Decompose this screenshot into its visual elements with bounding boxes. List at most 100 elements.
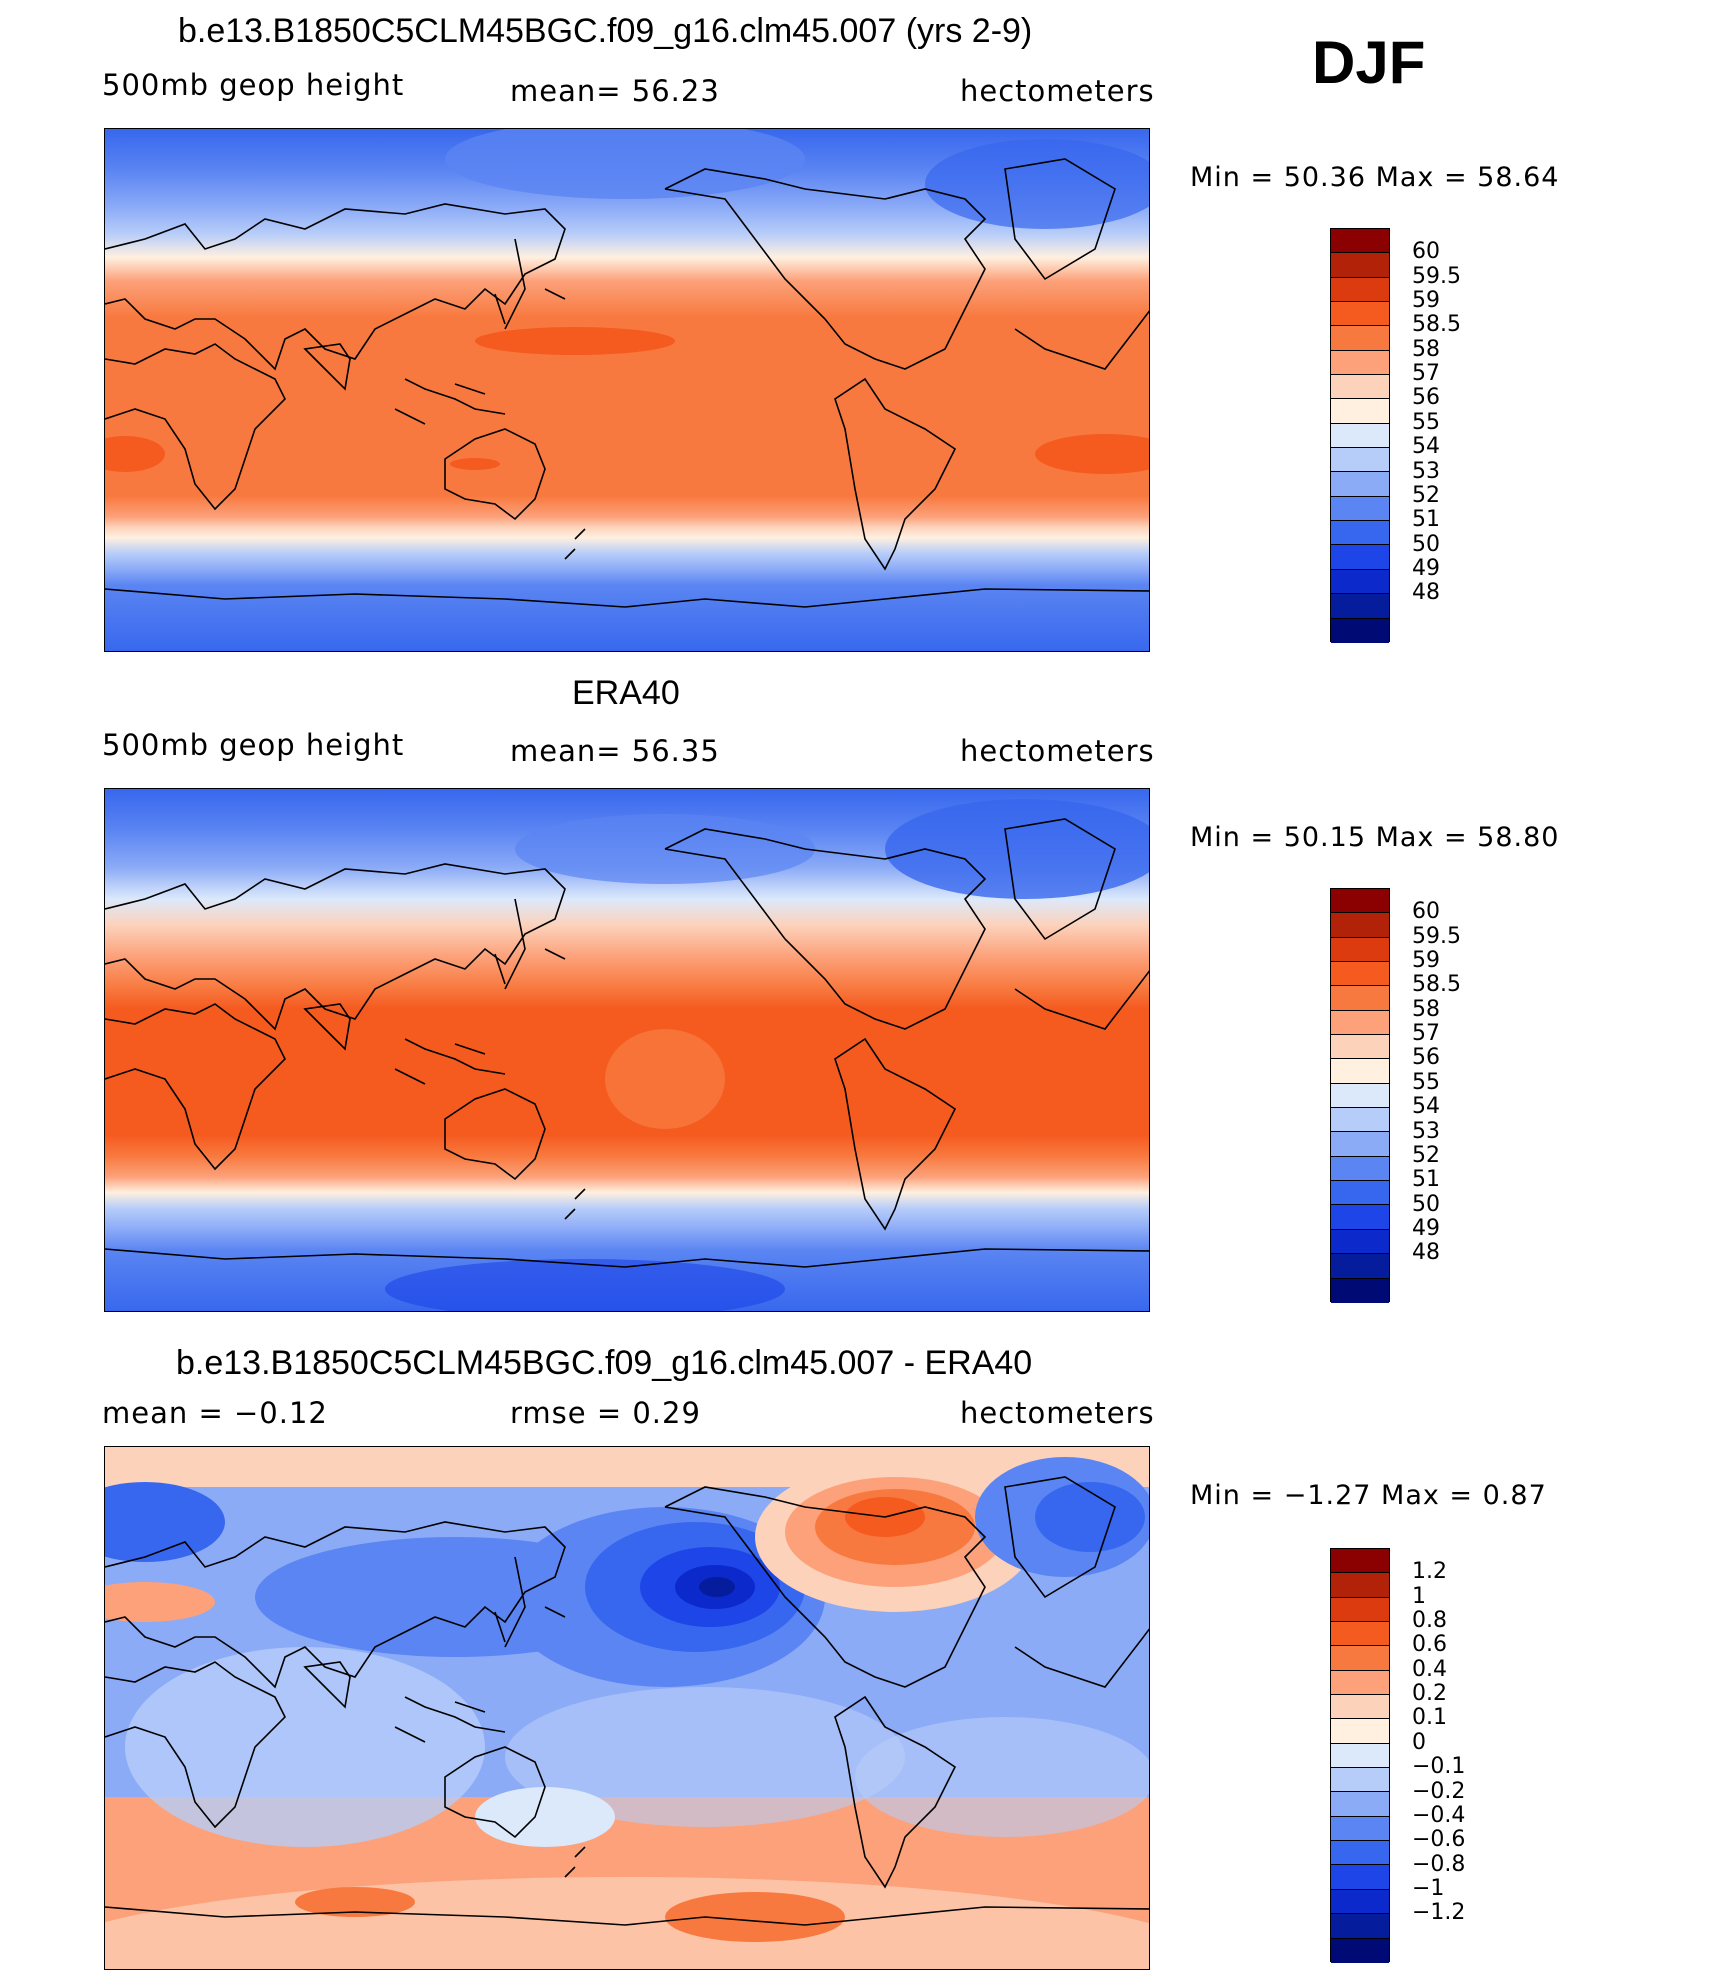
colorbar-tick-label: 57 bbox=[1412, 1021, 1440, 1047]
colorbar-tick-label: 53 bbox=[1412, 458, 1440, 484]
panel-3-map bbox=[104, 1446, 1150, 1970]
colorbar-tick-label: 59.5 bbox=[1412, 923, 1461, 949]
colorbar-segment bbox=[1331, 1841, 1389, 1866]
colorbar-segment bbox=[1331, 1083, 1389, 1109]
colorbar-tick-label: 52 bbox=[1412, 482, 1440, 508]
panel-2-mean-label: mean= 56.35 bbox=[510, 734, 720, 768]
colorbar-tick-label: 50 bbox=[1412, 1191, 1440, 1217]
colorbar-segment bbox=[1331, 618, 1389, 643]
panel-3-mean-label: mean = −0.12 bbox=[102, 1396, 328, 1430]
colorbar-tick-label: 48 bbox=[1412, 580, 1440, 606]
colorbar-segment bbox=[1331, 326, 1389, 351]
colorbar-tick-label: 1.2 bbox=[1412, 1559, 1447, 1585]
panel-2-minmax: Min = 50.15 Max = 58.80 bbox=[1190, 822, 1560, 853]
colorbar-segment bbox=[1331, 229, 1389, 254]
colorbar-tick-label: 59 bbox=[1412, 948, 1440, 974]
colorbar-segment bbox=[1331, 1278, 1389, 1303]
colorbar-tick-label: 54 bbox=[1412, 434, 1440, 460]
season-label: DJF bbox=[1312, 29, 1426, 96]
panel-3-minmax: Min = −1.27 Max = 0.87 bbox=[1190, 1480, 1547, 1511]
colorbar-tick-label: −1.2 bbox=[1412, 1900, 1466, 1926]
colorbar-segment bbox=[1331, 253, 1389, 278]
colorbar-tick-label: 0 bbox=[1412, 1729, 1426, 1755]
colorbar-tick-label: 0.6 bbox=[1412, 1632, 1447, 1658]
colorbar-segment bbox=[1331, 1719, 1389, 1744]
colorbar-segment bbox=[1331, 913, 1389, 938]
colorbar-segment bbox=[1331, 1695, 1389, 1720]
panel-1-variable-label: 500mb geop height bbox=[102, 68, 405, 102]
colorbar-tick-label: 1 bbox=[1412, 1583, 1426, 1609]
colorbar-segment bbox=[1331, 1792, 1389, 1817]
colorbar-tick-label: 56 bbox=[1412, 385, 1440, 411]
colorbar-tick-label: 59 bbox=[1412, 288, 1440, 314]
colorbar-tick-label: −0.6 bbox=[1412, 1827, 1466, 1853]
colorbar-tick-label: 53 bbox=[1412, 1118, 1440, 1144]
colorbar-segment bbox=[1331, 1938, 1389, 1963]
colorbar-segment bbox=[1331, 569, 1389, 595]
colorbar-tick-label: 0.1 bbox=[1412, 1705, 1447, 1731]
colorbar-tick-label: 56 bbox=[1412, 1045, 1440, 1071]
colorbar-segment bbox=[1331, 1622, 1389, 1647]
colorbar-segment bbox=[1331, 1254, 1389, 1279]
colorbar-tick-label: 51 bbox=[1412, 507, 1440, 533]
colorbar-tick-label: −0.4 bbox=[1412, 1802, 1466, 1828]
colorbar-tick-label: 49 bbox=[1412, 555, 1440, 581]
colorbar-segment bbox=[1331, 1181, 1389, 1206]
colorbar-segment bbox=[1331, 1914, 1389, 1939]
colorbar-segment bbox=[1331, 1549, 1389, 1574]
colorbar-segment bbox=[1331, 1205, 1389, 1230]
colorbar-segment bbox=[1331, 399, 1389, 424]
colorbar-tick-label: 0.2 bbox=[1412, 1681, 1447, 1707]
panel-2-map bbox=[104, 788, 1150, 1312]
colorbar-tick-label: 58 bbox=[1412, 336, 1440, 362]
colorbar-segment bbox=[1331, 1816, 1389, 1842]
colorbar-segment bbox=[1331, 545, 1389, 570]
colorbar-segment bbox=[1331, 1597, 1389, 1623]
colorbar-segment bbox=[1331, 937, 1389, 963]
colorbar-segment bbox=[1331, 1743, 1389, 1769]
colorbar-tick-label: 58 bbox=[1412, 996, 1440, 1022]
panel-3-units-label: hectometers bbox=[960, 1396, 1155, 1430]
panel-1-colorbar bbox=[1330, 228, 1390, 643]
colorbar-segment bbox=[1331, 1865, 1389, 1890]
colorbar-segment bbox=[1331, 302, 1389, 327]
panel-1-mean-label: mean= 56.23 bbox=[510, 74, 720, 108]
colorbar-segment bbox=[1331, 448, 1389, 473]
panel-1-units-label: hectometers bbox=[960, 74, 1155, 108]
panel-2-variable-label: 500mb geop height bbox=[102, 728, 405, 762]
colorbar-tick-label: 60 bbox=[1412, 239, 1440, 265]
colorbar-segment bbox=[1331, 375, 1389, 400]
colorbar-segment bbox=[1331, 889, 1389, 914]
colorbar-tick-label: 49 bbox=[1412, 1215, 1440, 1241]
colorbar-tick-label: 58.5 bbox=[1412, 312, 1461, 338]
colorbar-segment bbox=[1331, 1573, 1389, 1598]
colorbar-segment bbox=[1331, 521, 1389, 546]
colorbar-segment bbox=[1331, 1035, 1389, 1060]
colorbar-segment bbox=[1331, 962, 1389, 987]
colorbar-segment bbox=[1331, 1229, 1389, 1255]
colorbar-segment bbox=[1331, 594, 1389, 619]
colorbar-segment bbox=[1331, 1889, 1389, 1915]
colorbar-tick-label: 55 bbox=[1412, 1069, 1440, 1095]
panel-3-rmse-label: rmse = 0.29 bbox=[510, 1396, 701, 1430]
colorbar-tick-label: 48 bbox=[1412, 1240, 1440, 1266]
colorbar-segment bbox=[1331, 1646, 1389, 1671]
colorbar-tick-label: 57 bbox=[1412, 361, 1440, 387]
panel-2-colorbar bbox=[1330, 888, 1390, 1303]
colorbar-tick-label: 0.8 bbox=[1412, 1608, 1447, 1634]
panel-3-colorbar bbox=[1330, 1548, 1390, 1963]
colorbar-segment bbox=[1331, 1156, 1389, 1182]
panel-1-map bbox=[104, 128, 1150, 652]
colorbar-segment bbox=[1331, 496, 1389, 522]
panel-2-title: ERA40 bbox=[572, 674, 680, 712]
colorbar-segment bbox=[1331, 350, 1389, 376]
colorbar-segment bbox=[1331, 1768, 1389, 1793]
colorbar-tick-label: 52 bbox=[1412, 1142, 1440, 1168]
colorbar-tick-label: 54 bbox=[1412, 1094, 1440, 1120]
colorbar-tick-label: −0.1 bbox=[1412, 1754, 1466, 1780]
panel-3-title: b.e13.B1850C5CLM45BGC.f09_g16.clm45.007 … bbox=[176, 1344, 1033, 1382]
colorbar-segment bbox=[1331, 423, 1389, 449]
colorbar-segment bbox=[1331, 1132, 1389, 1157]
colorbar-tick-label: 50 bbox=[1412, 531, 1440, 557]
colorbar-segment bbox=[1331, 1108, 1389, 1133]
